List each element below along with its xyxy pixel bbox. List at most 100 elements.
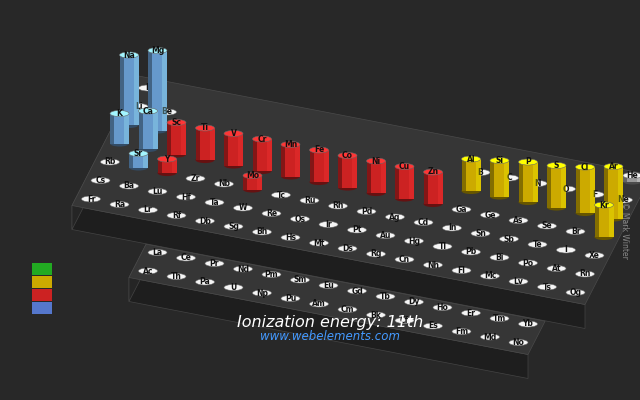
Ellipse shape [376, 294, 395, 300]
Ellipse shape [424, 201, 442, 207]
Ellipse shape [148, 48, 167, 54]
Text: Mt: Mt [314, 238, 324, 248]
Bar [281, 144, 300, 176]
Text: Md: Md [483, 332, 497, 342]
Ellipse shape [281, 234, 300, 240]
Ellipse shape [205, 200, 224, 206]
Ellipse shape [424, 323, 442, 329]
Text: Zn: Zn [428, 168, 438, 176]
Ellipse shape [129, 164, 148, 170]
Ellipse shape [348, 288, 367, 294]
Polygon shape [72, 76, 138, 230]
Text: S: S [554, 161, 559, 170]
Text: Cr: Cr [257, 134, 267, 144]
Text: Ac: Ac [143, 266, 153, 276]
Bar [409, 166, 414, 198]
Bar [267, 139, 271, 171]
Bar [424, 172, 428, 204]
Text: Ts: Ts [543, 282, 552, 292]
Ellipse shape [518, 199, 538, 205]
Ellipse shape [509, 218, 528, 224]
Ellipse shape [442, 225, 461, 231]
Text: Au: Au [380, 231, 391, 240]
Ellipse shape [395, 164, 414, 170]
Text: Sr: Sr [134, 149, 143, 158]
Text: Tm: Tm [493, 314, 506, 323]
Text: Gd: Gd [351, 286, 363, 296]
Ellipse shape [328, 203, 348, 209]
Ellipse shape [461, 249, 481, 255]
Bar [490, 160, 494, 196]
Bar [424, 172, 442, 204]
Ellipse shape [538, 284, 557, 290]
Text: V: V [230, 129, 236, 138]
Ellipse shape [224, 284, 243, 290]
Bar [157, 159, 177, 173]
Ellipse shape [518, 321, 538, 327]
Ellipse shape [195, 125, 214, 131]
Bar [609, 205, 614, 237]
Ellipse shape [138, 85, 157, 91]
Bar [153, 111, 157, 149]
Bar [595, 205, 599, 237]
Text: Bk: Bk [371, 310, 381, 320]
Ellipse shape [148, 250, 167, 256]
Ellipse shape [281, 142, 300, 148]
Bar [138, 111, 143, 149]
Text: K: K [116, 109, 122, 118]
Ellipse shape [367, 190, 385, 196]
Ellipse shape [129, 104, 148, 110]
Ellipse shape [490, 254, 509, 260]
Text: U: U [230, 283, 237, 292]
Ellipse shape [575, 271, 595, 277]
Ellipse shape [547, 266, 566, 272]
Text: In: In [448, 224, 456, 232]
Ellipse shape [395, 318, 414, 324]
Bar [367, 161, 385, 193]
Ellipse shape [433, 244, 452, 250]
Text: Cn: Cn [399, 255, 410, 264]
Bar [461, 159, 466, 191]
Bar [110, 114, 115, 144]
Ellipse shape [433, 304, 452, 310]
Bar [589, 167, 595, 213]
Ellipse shape [461, 156, 481, 162]
Ellipse shape [604, 164, 623, 170]
Ellipse shape [224, 130, 243, 136]
Ellipse shape [424, 169, 442, 175]
Ellipse shape [195, 157, 214, 163]
Bar [172, 159, 177, 173]
Ellipse shape [129, 150, 148, 156]
Ellipse shape [538, 223, 557, 229]
Text: Os: Os [294, 214, 305, 224]
Text: Pr: Pr [210, 259, 220, 268]
Bar [352, 156, 357, 188]
Ellipse shape [499, 236, 518, 242]
Ellipse shape [471, 170, 490, 176]
Text: Po: Po [522, 258, 534, 268]
Ellipse shape [490, 194, 509, 200]
Text: Eu: Eu [323, 281, 334, 290]
Ellipse shape [481, 212, 499, 218]
Bar [618, 166, 623, 218]
Ellipse shape [557, 247, 575, 253]
Ellipse shape [623, 178, 640, 184]
Text: Co: Co [342, 151, 353, 160]
Ellipse shape [120, 183, 138, 189]
Text: Si: Si [495, 156, 504, 165]
Ellipse shape [357, 208, 376, 214]
Text: Ba: Ba [124, 182, 134, 190]
Bar [167, 122, 172, 154]
Ellipse shape [138, 268, 157, 274]
Bar [167, 122, 186, 154]
Text: Pa: Pa [200, 278, 211, 286]
Text: N: N [534, 179, 541, 188]
Bar [210, 128, 214, 160]
Bar [604, 166, 608, 218]
Text: C: C [506, 174, 512, 182]
Ellipse shape [623, 172, 640, 178]
Ellipse shape [167, 212, 186, 218]
Text: Sn: Sn [475, 229, 486, 238]
Ellipse shape [547, 204, 566, 210]
Ellipse shape [186, 176, 205, 182]
